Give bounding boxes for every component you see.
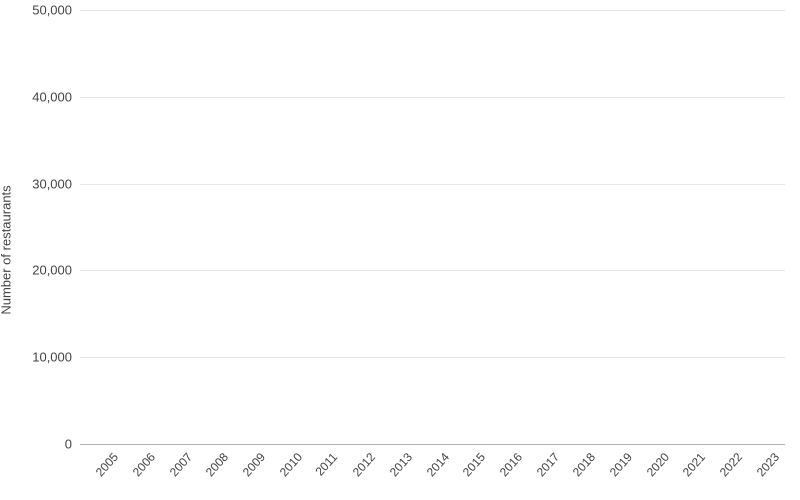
x-tick-label: 2007	[167, 450, 195, 479]
y-tick-label: 0	[65, 437, 80, 452]
y-axis-title: Number of restaurants	[0, 185, 14, 314]
y-tick-label: 10,000	[32, 350, 80, 365]
x-tick-label: 2015	[460, 450, 488, 479]
x-tick-label: 2010	[277, 450, 305, 479]
x-tick-label: 2006	[130, 450, 158, 479]
x-tick-label: 2017	[533, 450, 561, 479]
x-tick-label: 2014	[423, 450, 451, 479]
x-tick-label: 2008	[203, 450, 231, 479]
x-tick-label: 2011	[313, 450, 341, 479]
x-tick-label: 2005	[93, 450, 121, 479]
x-tick-label: 2019	[607, 450, 635, 479]
bar-container: 2005200620072008200920102011201220132014…	[80, 10, 785, 444]
y-tick-label: 40,000	[32, 89, 80, 104]
x-tick-label: 2023	[754, 450, 782, 479]
x-tick-label: 2020	[643, 450, 671, 479]
gridline	[80, 184, 785, 185]
gridline	[80, 97, 785, 98]
gridline	[80, 270, 785, 271]
x-tick-label: 2021	[680, 450, 708, 479]
gridline	[80, 357, 785, 358]
restaurant-count-chart: Number of restaurants 200520062007200820…	[0, 0, 800, 500]
y-tick-label: 20,000	[32, 263, 80, 278]
x-tick-label: 2013	[387, 450, 415, 479]
x-tick-label: 2012	[350, 450, 378, 479]
x-tick-label: 2016	[497, 450, 525, 479]
plot-area: 2005200620072008200920102011201220132014…	[80, 10, 785, 445]
y-tick-label: 30,000	[32, 176, 80, 191]
gridline	[80, 10, 785, 11]
x-tick-label: 2022	[717, 450, 745, 479]
x-tick-label: 2018	[570, 450, 598, 479]
x-tick-label: 2009	[240, 450, 268, 479]
y-tick-label: 50,000	[32, 3, 80, 18]
